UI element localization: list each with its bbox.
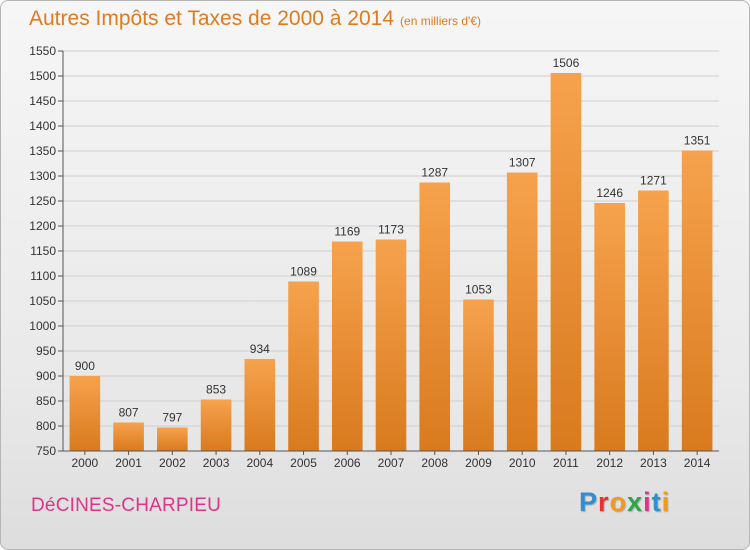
x-tick-label-2002: 2002 [159,456,186,470]
value-label-2001: 807 [119,406,139,420]
x-tick-label-2012: 2012 [596,456,623,470]
logo-letter: i [661,487,671,517]
x-tick-label-2005: 2005 [290,456,317,470]
value-label-2006: 1169 [334,225,360,239]
y-tick-label: 1200 [29,219,56,233]
x-axis: 2000 2001 2002 2003 2004 2005 2006 2007 2008 2009… [63,450,719,470]
y-axis: 750 800 850 900 950 1000 1050 1100 1150 1200 1250 1… [29,44,64,458]
logo-letter: t [651,487,662,517]
y-tick-label: 1250 [29,194,56,208]
x-tick-label-2010: 2010 [509,456,536,470]
value-label-2003: 853 [206,383,226,397]
y-tick-label: 1400 [29,119,56,133]
y-tick-label: 1300 [29,169,56,183]
y-tick-label: 750 [36,444,56,458]
bar-2009 [463,299,494,451]
chart-title-text: Autres Impôts et Taxes de 2000 à 2014 [29,7,395,30]
y-tick-label: 1150 [30,244,56,258]
value-label-2012: 1246 [596,186,623,200]
bar-2005 [288,281,319,451]
bar-2002 [157,427,188,451]
bar-2000 [69,376,101,451]
bar-2010 [506,172,538,451]
value-labels: 900 807 797 853 934 1089 1169 1173 1287 1053 1307 1… [75,56,711,425]
value-label-2004: 934 [250,342,270,356]
bar-2011 [550,73,582,451]
y-tick-label: 1550 [29,44,56,58]
x-tick-label-2000: 2000 [72,456,99,470]
chart-unit: (en milliers d'€) [400,14,482,28]
x-tick-label-2001: 2001 [115,456,142,470]
bar-2006 [331,241,363,451]
y-tick-label: 1100 [30,269,56,283]
logo-letter: o [609,487,628,517]
y-tick-label: 800 [36,419,56,433]
value-label-2000: 900 [75,359,95,373]
value-label-2011: 1506 [553,56,580,70]
bar-2001 [113,422,144,451]
x-tick-label-2013: 2013 [640,456,667,470]
value-label-2007: 1173 [378,223,404,237]
y-tick-label: 1000 [29,319,56,333]
bar-2013 [638,190,669,451]
logo-letter: i [643,487,652,517]
x-tick-label-2006: 2006 [334,456,361,470]
value-label-2008: 1287 [421,166,448,180]
value-label-2002: 797 [162,411,182,425]
x-tick-label-2004: 2004 [246,456,273,470]
y-tick-label: 950 [36,344,56,358]
y-tick-label: 1500 [29,69,56,83]
x-tick-label-2011: 2011 [553,456,579,470]
y-tick-label: 1050 [29,294,56,308]
chart-title: Autres Impôts et Taxes de 2000 à 2014 (en… [29,7,481,31]
bar-2008 [419,182,451,451]
bar-2014 [681,150,713,451]
y-tick-label: 900 [36,369,56,383]
x-tick-label-2007: 2007 [378,456,405,470]
bars [69,73,713,451]
x-tick-label-2014: 2014 [684,456,711,470]
x-tick-label-2008: 2008 [421,456,448,470]
bar-2003 [200,399,232,451]
bar-2012 [594,203,625,451]
x-tick-label-2009: 2009 [465,456,492,470]
city-name: DéCINES-CHARPIEU [31,495,222,516]
value-label-2005: 1089 [290,265,317,279]
logo-letter: P [579,487,599,517]
y-tick-label: 1450 [29,94,56,108]
value-label-2010: 1307 [509,156,536,170]
bar-2004 [244,359,276,451]
proxiti-logo: Proxiti [579,487,670,518]
logo-letter: r [598,487,610,517]
y-tick-label: 1350 [29,144,56,158]
x-tick-label-2003: 2003 [203,456,230,470]
value-label-2013: 1271 [640,174,667,188]
logo-letter: x [627,487,644,517]
value-label-2009: 1053 [465,283,492,297]
bar-2007 [375,239,407,451]
y-tick-label: 850 [36,394,56,408]
value-label-2014: 1351 [684,134,711,148]
